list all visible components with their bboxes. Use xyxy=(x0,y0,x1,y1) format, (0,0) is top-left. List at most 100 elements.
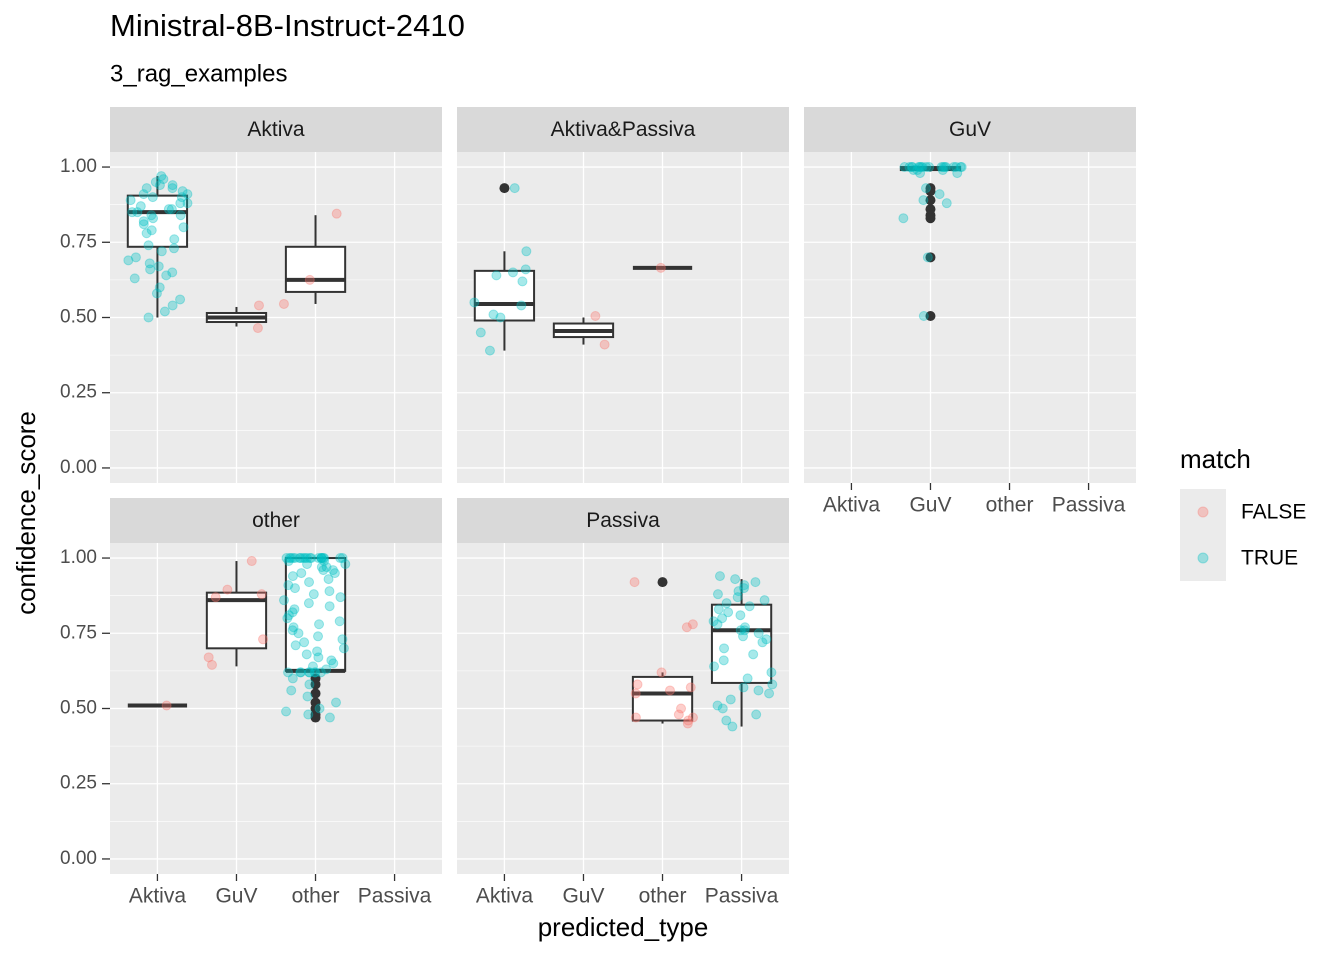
point xyxy=(520,264,531,275)
point xyxy=(169,234,180,245)
x-tick-label: Aktiva xyxy=(129,885,187,908)
point xyxy=(309,667,320,678)
point xyxy=(304,274,315,285)
point xyxy=(753,628,764,639)
point xyxy=(324,601,335,612)
point xyxy=(148,213,159,224)
point xyxy=(138,219,149,230)
point xyxy=(717,703,728,714)
point xyxy=(712,700,723,711)
point xyxy=(656,667,667,678)
point xyxy=(299,637,310,648)
point xyxy=(475,327,486,338)
x-tick-label: GuV xyxy=(215,885,257,908)
y-tick-label: 0.50 xyxy=(60,307,97,328)
point xyxy=(914,162,925,173)
point xyxy=(123,255,134,266)
point xyxy=(337,553,348,564)
box-outlier xyxy=(310,712,321,723)
point xyxy=(163,204,174,215)
point xyxy=(709,661,720,672)
point xyxy=(166,204,177,215)
point xyxy=(764,688,775,699)
legend-label: TRUE xyxy=(1241,547,1298,570)
point xyxy=(904,162,915,173)
point xyxy=(921,162,932,173)
x-tick-label: other xyxy=(639,885,687,908)
point xyxy=(753,685,764,696)
point xyxy=(182,198,193,209)
box xyxy=(126,194,189,248)
point xyxy=(733,586,744,597)
point xyxy=(723,607,734,618)
point xyxy=(303,598,314,609)
point xyxy=(664,685,675,696)
point xyxy=(739,625,750,636)
strip-label: Aktiva xyxy=(247,118,305,141)
point xyxy=(132,207,143,218)
point xyxy=(295,667,306,678)
point xyxy=(495,312,506,323)
y-tick-label: 0.75 xyxy=(60,622,97,643)
point xyxy=(676,703,687,714)
point xyxy=(738,682,749,693)
point xyxy=(725,694,736,705)
point xyxy=(246,556,257,567)
point xyxy=(750,577,761,588)
point xyxy=(127,207,138,218)
point xyxy=(630,688,641,699)
legend-title: match xyxy=(1180,444,1251,474)
point xyxy=(721,598,732,609)
x-tick-label: Passiva xyxy=(705,885,779,908)
point xyxy=(673,709,684,720)
point xyxy=(283,580,294,591)
point xyxy=(727,721,738,732)
point xyxy=(517,276,528,287)
point xyxy=(287,571,298,582)
box-outlier xyxy=(499,183,510,194)
point xyxy=(509,183,520,194)
point xyxy=(175,294,186,305)
point xyxy=(748,649,759,660)
point xyxy=(340,559,351,570)
point xyxy=(285,553,296,564)
point xyxy=(143,240,154,251)
legend-marker xyxy=(1197,506,1209,518)
point xyxy=(739,622,750,633)
point xyxy=(328,658,339,669)
x-tick-label: Aktiva xyxy=(476,885,534,908)
point xyxy=(915,168,926,179)
box-outlier xyxy=(310,688,321,699)
point xyxy=(507,267,518,278)
point xyxy=(331,697,342,708)
point xyxy=(222,584,233,595)
point xyxy=(712,619,723,630)
point xyxy=(135,201,146,212)
point xyxy=(206,659,217,670)
point xyxy=(288,622,299,633)
x-tick-label: Passiva xyxy=(358,885,432,908)
point xyxy=(318,565,329,576)
point xyxy=(326,655,337,666)
point xyxy=(175,198,186,209)
point xyxy=(316,553,327,564)
y-tick-label: 0.25 xyxy=(60,773,97,794)
point xyxy=(324,712,335,723)
box xyxy=(284,245,347,293)
point xyxy=(138,216,149,227)
strip-label: GuV xyxy=(949,118,991,141)
strip xyxy=(457,498,789,543)
point xyxy=(744,601,755,612)
y-axis-title: confidence_score xyxy=(11,411,41,615)
y-tick-label: 0.75 xyxy=(60,231,97,252)
point xyxy=(335,553,346,564)
point xyxy=(302,553,313,564)
point xyxy=(952,168,963,179)
point xyxy=(283,610,294,621)
point xyxy=(304,577,315,588)
point xyxy=(738,631,749,642)
point xyxy=(304,679,315,690)
point xyxy=(955,162,966,173)
legend-key xyxy=(1180,535,1226,581)
